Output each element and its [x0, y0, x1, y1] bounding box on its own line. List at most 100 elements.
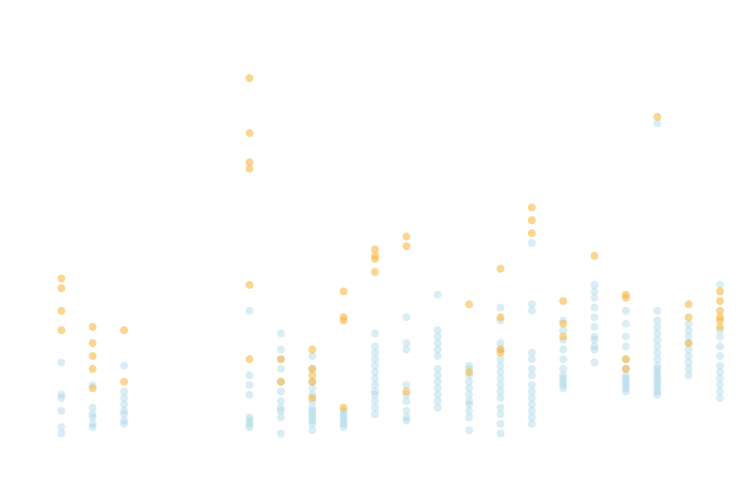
orange-point-5	[89, 365, 97, 373]
blue-point-140	[559, 346, 567, 354]
orange-point-8	[89, 323, 97, 331]
orange-point-54	[685, 313, 693, 321]
blue-point-37	[277, 346, 285, 354]
blue-point-104	[497, 430, 505, 438]
blue-point-118	[497, 304, 505, 312]
blue-point-184	[653, 307, 661, 315]
orange-point-38	[497, 346, 505, 354]
orange-point-44	[559, 333, 567, 341]
blue-point-165	[622, 320, 630, 328]
blue-point-202	[716, 342, 724, 350]
series-blue-points	[57, 119, 724, 437]
blue-point-129	[528, 349, 536, 357]
blue-point-1	[57, 423, 65, 431]
orange-point-2	[57, 284, 65, 292]
orange-point-16	[246, 74, 254, 82]
orange-point-52	[653, 113, 661, 121]
orange-point-46	[559, 297, 567, 305]
orange-point-35	[465, 368, 473, 376]
blue-point-27	[246, 307, 254, 315]
orange-point-6	[89, 352, 97, 360]
orange-point-7	[89, 339, 97, 347]
orange-point-14	[246, 158, 254, 166]
orange-point-47	[591, 252, 599, 260]
blue-point-150	[591, 313, 599, 321]
blue-point-92	[434, 291, 442, 299]
blue-point-4	[57, 391, 65, 399]
blue-point-93	[465, 426, 473, 434]
orange-point-4	[89, 384, 97, 392]
blue-point-38	[277, 329, 285, 337]
orange-point-26	[340, 313, 348, 321]
orange-point-49	[622, 355, 630, 363]
blue-point-91	[434, 326, 442, 334]
blue-point-154	[591, 281, 599, 289]
series-orange-points	[57, 74, 724, 412]
orange-point-60	[716, 297, 724, 305]
blue-point-149	[591, 323, 599, 331]
blue-point-201	[716, 352, 724, 360]
orange-point-36	[465, 300, 473, 308]
blue-point-200	[716, 362, 724, 370]
blue-point-5	[57, 359, 65, 367]
orange-point-53	[685, 339, 693, 347]
blue-point-164	[622, 333, 630, 341]
orange-point-45	[559, 320, 567, 328]
blue-point-183	[653, 317, 661, 325]
orange-point-12	[246, 281, 254, 289]
orange-point-48	[622, 365, 630, 373]
orange-point-40	[497, 265, 505, 273]
blue-point-19	[120, 362, 128, 370]
blue-point-151	[591, 304, 599, 312]
orange-point-19	[308, 394, 316, 402]
blue-point-144	[591, 359, 599, 367]
blue-point-23	[246, 413, 254, 421]
orange-point-61	[716, 287, 724, 295]
orange-point-22	[308, 365, 316, 373]
blue-point-24	[246, 391, 254, 399]
orange-point-43	[528, 203, 536, 211]
orange-point-51	[622, 291, 630, 299]
orange-point-59	[716, 307, 724, 315]
orange-point-10	[120, 326, 128, 334]
orange-point-27	[340, 287, 348, 295]
blue-point-139	[559, 355, 567, 363]
orange-point-42	[528, 216, 536, 224]
orange-point-39	[497, 313, 505, 321]
blue-point-166	[622, 307, 630, 315]
blue-point-78	[402, 339, 410, 347]
blue-point-107	[497, 404, 505, 412]
blue-point-79	[402, 313, 410, 321]
blue-point-25	[246, 381, 254, 389]
blue-point-163	[622, 342, 630, 350]
blue-point-32	[277, 397, 285, 405]
orange-point-41	[528, 229, 536, 237]
blue-point-131	[528, 300, 536, 308]
orange-point-17	[277, 378, 285, 386]
blue-point-127	[528, 365, 536, 373]
orange-point-24	[340, 404, 348, 412]
blue-point-70	[371, 329, 379, 337]
orange-point-15	[246, 129, 254, 137]
blue-point-132	[528, 239, 536, 247]
orange-point-3	[57, 275, 65, 283]
blue-point-86	[434, 365, 442, 373]
blue-point-105	[497, 420, 505, 428]
blue-point-35	[277, 365, 285, 373]
orange-point-31	[371, 245, 379, 253]
blue-point-18	[120, 388, 128, 396]
blue-point-138	[559, 365, 567, 373]
orange-point-0	[57, 326, 65, 334]
orange-point-33	[402, 242, 410, 250]
orange-point-1	[57, 307, 65, 315]
orange-point-18	[277, 355, 285, 363]
orange-point-23	[308, 346, 316, 354]
orange-point-32	[402, 388, 410, 396]
blue-point-125	[528, 381, 536, 389]
blue-point-73	[402, 407, 410, 415]
orange-point-28	[371, 268, 379, 276]
orange-point-55	[685, 300, 693, 308]
blue-point-10	[89, 404, 97, 412]
blue-point-148	[591, 333, 599, 341]
